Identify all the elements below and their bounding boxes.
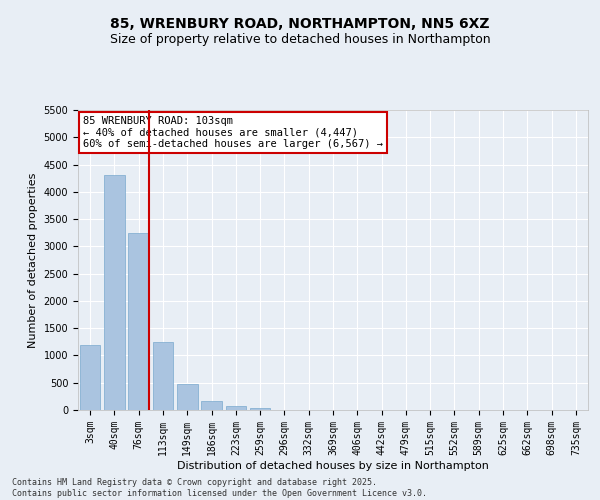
Bar — [177, 384, 197, 410]
Text: Size of property relative to detached houses in Northampton: Size of property relative to detached ho… — [110, 32, 490, 46]
Bar — [152, 342, 173, 410]
Bar — [80, 344, 100, 410]
Bar — [201, 401, 222, 410]
Bar — [128, 232, 149, 410]
Bar — [226, 406, 246, 410]
Text: 85, WRENBURY ROAD, NORTHAMPTON, NN5 6XZ: 85, WRENBURY ROAD, NORTHAMPTON, NN5 6XZ — [110, 18, 490, 32]
Bar — [104, 176, 125, 410]
Y-axis label: Number of detached properties: Number of detached properties — [28, 172, 38, 348]
Text: 85 WRENBURY ROAD: 103sqm
← 40% of detached houses are smaller (4,447)
60% of sem: 85 WRENBURY ROAD: 103sqm ← 40% of detach… — [83, 116, 383, 149]
X-axis label: Distribution of detached houses by size in Northampton: Distribution of detached houses by size … — [177, 460, 489, 470]
Text: Contains HM Land Registry data © Crown copyright and database right 2025.
Contai: Contains HM Land Registry data © Crown c… — [12, 478, 427, 498]
Bar — [250, 408, 271, 410]
